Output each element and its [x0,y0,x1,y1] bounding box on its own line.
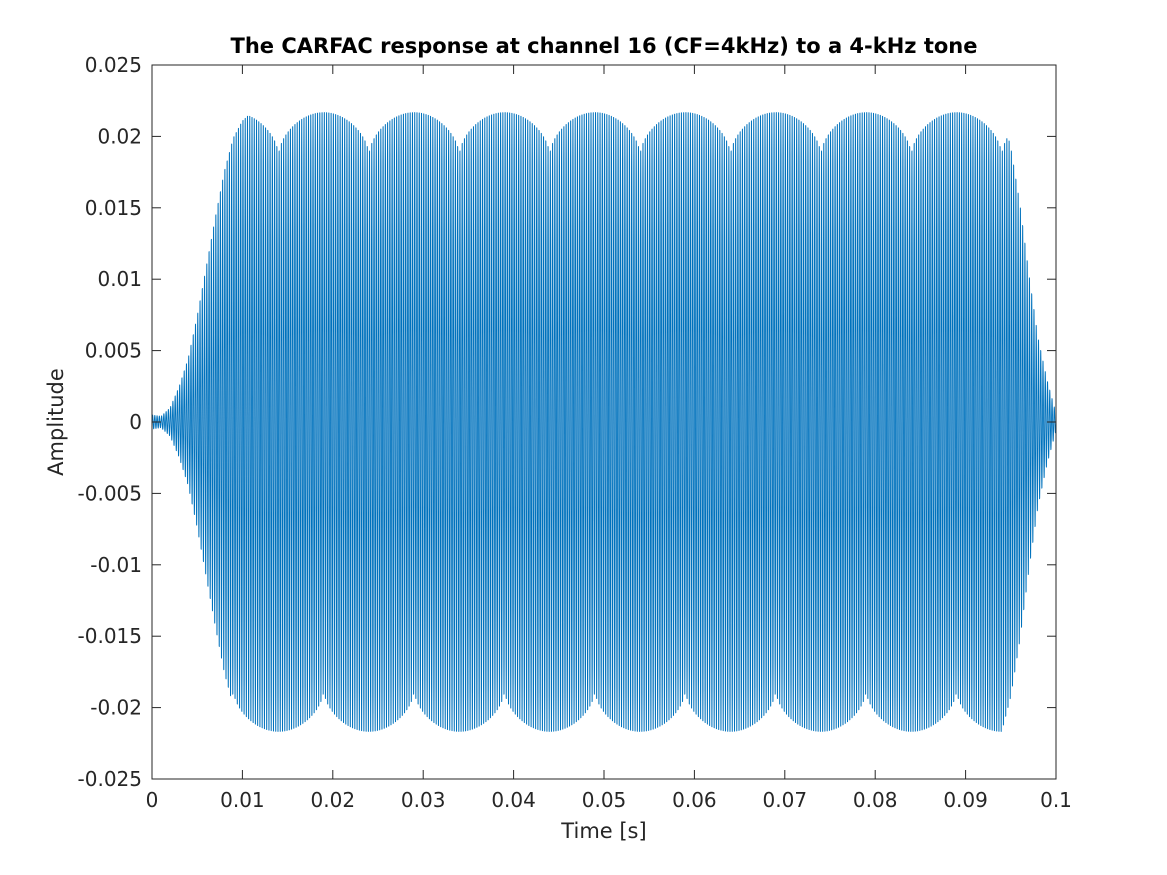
signal-line [151,112,1057,732]
x-tick-label: 0.06 [672,788,717,812]
y-tick-label: -0.02 [90,696,142,720]
x-tick-label: 0.08 [853,788,898,812]
y-tick-label: -0.025 [78,767,142,791]
y-tick-label: 0 [129,410,142,434]
x-tick-label: 0.03 [401,788,446,812]
y-tick-label: 0.025 [85,53,142,77]
x-tick-label: 0.07 [763,788,808,812]
y-tick-label: -0.015 [78,624,142,648]
x-axis-label: Time [s] [560,819,646,843]
y-tick-label: -0.005 [78,481,142,505]
chart-title: The CARFAC response at channel 16 (CF=4k… [231,34,978,58]
x-tick-label: 0.1 [1040,788,1072,812]
plot-box [151,64,1057,780]
x-tick-label: 0.05 [582,788,627,812]
axis-ticks: 0 0.01 0.02 0.03 0.04 0.05 0.06 0.07 0.08 0.09 0.1… [78,53,1072,812]
x-tick-label: 0.01 [220,788,265,812]
y-tick-label: 0.015 [85,196,142,220]
signal-trace-group [151,112,1057,732]
y-tick-label: 0.02 [97,124,142,148]
x-tick-label: 0 [146,788,159,812]
y-tick-label: -0.01 [90,553,142,577]
y-axis-label: Amplitude [44,368,68,476]
x-tick-label: 0.09 [943,788,988,812]
x-tick-label: 0.04 [491,788,536,812]
y-tick-label: 0.01 [97,267,142,291]
y-tick-label: 0.005 [85,339,142,363]
x-tick-label: 0.02 [311,788,356,812]
